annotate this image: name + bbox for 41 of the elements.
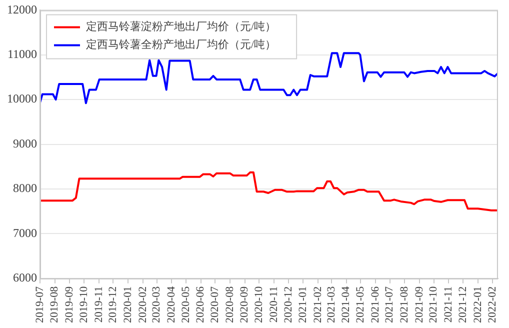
x-tick-label: 2021-03 bbox=[325, 286, 338, 324]
y-tick-label: 6000 bbox=[13, 270, 37, 284]
x-tick-label: 2019-12 bbox=[107, 286, 120, 324]
x-tick-label: 2021-04 bbox=[340, 286, 352, 324]
x-tick-label: 2022-02 bbox=[486, 286, 499, 324]
x-tick-label: 2020-06 bbox=[194, 286, 207, 324]
x-tick-label: 2020-11 bbox=[268, 286, 280, 323]
x-tick-label: 2021-08 bbox=[398, 286, 411, 324]
x-tick-label: 2021-12 bbox=[456, 286, 469, 324]
x-tick-label: 2021-06 bbox=[369, 286, 382, 324]
x-tick-label: 2021-07 bbox=[384, 286, 396, 324]
x-tick-label: 2022-01 bbox=[472, 286, 484, 324]
y-tick-label: 12000 bbox=[7, 2, 37, 16]
x-tick-label: 2020-09 bbox=[238, 286, 251, 324]
x-tick-label: 2020-04 bbox=[165, 286, 178, 324]
x-tick-label: 2020-02 bbox=[136, 286, 149, 324]
x-tick-label: 2019-09 bbox=[64, 286, 76, 324]
y-tick-label: 9000 bbox=[13, 136, 37, 150]
x-tick-label: 2021-09 bbox=[413, 286, 426, 324]
x-tick-label: 2021-05 bbox=[354, 286, 367, 324]
y-tick-label: 8000 bbox=[13, 181, 37, 196]
x-tick-label: 2020-10 bbox=[253, 286, 266, 324]
x-tick-label: 2019-10 bbox=[78, 286, 90, 324]
y-tick-label: 11000 bbox=[7, 47, 37, 62]
x-tick-label: 2021-01 bbox=[297, 286, 310, 324]
x-tick-label: 2021-10 bbox=[428, 286, 440, 324]
x-tick-label: 2020-12 bbox=[282, 286, 294, 324]
x-tick-label: 2020-03 bbox=[150, 286, 163, 324]
x-tick-label: 2020-01 bbox=[122, 286, 134, 324]
x-tick-label: 2019-08 bbox=[48, 286, 61, 324]
x-tick-label: 2021-11 bbox=[442, 286, 455, 323]
legend-label: 定西马铃薯全粉产地出厂均价（元/吨） bbox=[86, 38, 276, 52]
y-tick-label: 7000 bbox=[13, 226, 37, 240]
legend-label: 定西马铃薯淀粉产地出厂均价（元/吨） bbox=[86, 20, 276, 34]
x-tick-label: 2019-11 bbox=[92, 286, 105, 323]
x-tick-label: 2019-07 bbox=[34, 286, 46, 324]
x-tick-label: 2020-05 bbox=[180, 286, 192, 324]
x-tick-label: 2020-08 bbox=[224, 286, 236, 324]
x-tick-label: 2021-02 bbox=[312, 286, 324, 324]
x-tick-label: 2020-07 bbox=[209, 286, 222, 324]
y-tick-label: 10000 bbox=[7, 92, 37, 106]
